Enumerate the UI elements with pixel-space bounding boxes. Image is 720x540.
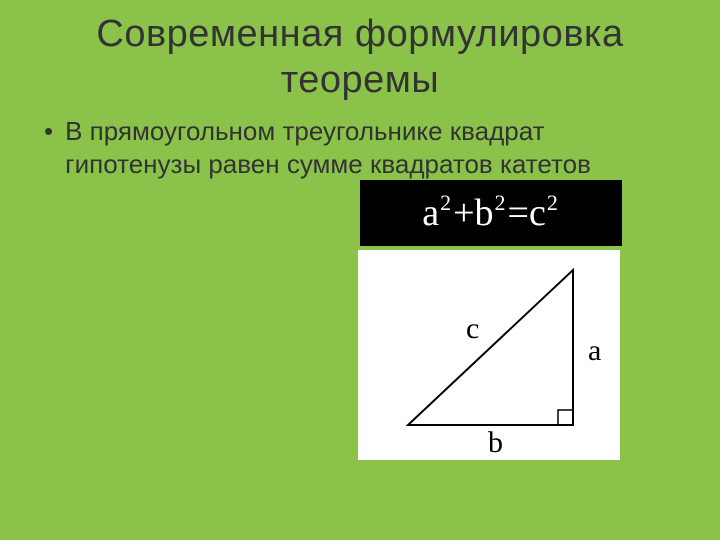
slide-title: Современная формулировка теоремы	[0, 0, 720, 103]
triangle-shape	[408, 270, 573, 425]
formula-plus: +	[453, 191, 474, 235]
formula-b-sq: 2	[495, 190, 506, 216]
label-b: b	[488, 426, 503, 459]
label-c: c	[466, 312, 479, 345]
formula-c-sq: 2	[547, 190, 558, 216]
title-line-1: Современная формулировка	[96, 13, 623, 55]
bullet-item: • В прямоугольном треугольнике квадрат г…	[44, 115, 676, 180]
bullet-marker: •	[44, 115, 53, 149]
label-a: a	[588, 334, 601, 367]
formula-a-sq: 2	[440, 190, 451, 216]
title-line-2: теоремы	[281, 59, 439, 101]
triangle-diagram: c a b	[358, 250, 620, 460]
theorem-text: В прямоугольном треугольнике квадрат гип…	[65, 115, 676, 180]
triangle-svg: c a b	[358, 250, 620, 460]
formula-a: a	[422, 191, 439, 235]
formula-c: c	[529, 191, 546, 235]
formula-eq: =	[508, 191, 529, 235]
formula-b: b	[475, 191, 494, 235]
body-text-block: • В прямоугольном треугольнике квадрат г…	[0, 103, 720, 180]
formula-box: a2+b2=c2	[360, 180, 622, 246]
figure-area: a2+b2=c2 c a b	[0, 180, 720, 480]
